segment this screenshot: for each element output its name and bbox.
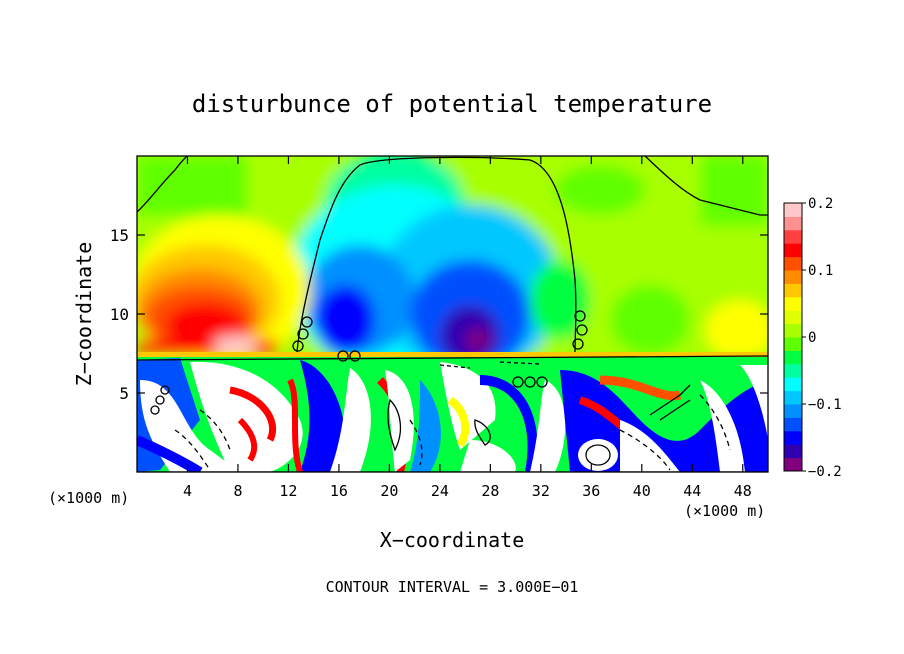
colorbar-swatch xyxy=(784,337,802,351)
y-tick-label: 15 xyxy=(110,226,129,245)
colorbar-swatch xyxy=(784,243,802,258)
colorbar-swatch xyxy=(784,457,802,472)
x-tick-label: 48 xyxy=(734,482,752,500)
y-tick-label: 10 xyxy=(110,305,129,324)
x-unit-right: (×1000 m) xyxy=(684,502,765,520)
colorbar-swatch xyxy=(784,229,802,244)
x-tick-label: 4 xyxy=(183,482,192,500)
x-tick-label: 12 xyxy=(279,482,297,500)
colorbar-swatch xyxy=(784,283,802,298)
x-tick-label: 40 xyxy=(633,482,651,500)
x-tick-label: 16 xyxy=(330,482,348,500)
x-tick-label: 32 xyxy=(532,482,550,500)
colorbar-swatch xyxy=(784,296,802,311)
colorbar: 0.2 0.1 0 −0.1 −0.2 xyxy=(783,196,842,480)
plot-area xyxy=(137,156,768,472)
colorbar-swatch xyxy=(784,203,802,217)
colorbar-tick-label: 0.2 xyxy=(808,196,833,212)
colorbar-tick-label: 0 xyxy=(808,330,816,346)
x-axis-label: X−coordinate xyxy=(380,528,525,552)
colorbar-swatch xyxy=(784,404,802,418)
colorbar-swatch xyxy=(784,444,802,459)
colorbar-swatch xyxy=(784,350,802,365)
colorbar-swatch xyxy=(784,256,802,271)
colorbar-tick-label: 0.1 xyxy=(808,263,833,279)
colorbar-swatch xyxy=(784,417,802,432)
colorbar-swatch xyxy=(784,310,802,325)
colorbar-swatch xyxy=(784,430,802,445)
x-tick-label: 8 xyxy=(233,482,242,500)
colorbar-swatch xyxy=(784,390,802,405)
field-upper xyxy=(137,156,768,375)
x-tick-label: 44 xyxy=(683,482,701,500)
y-tick-label: 5 xyxy=(119,384,129,403)
contour-lines xyxy=(137,156,768,472)
x-tick-label: 20 xyxy=(380,482,398,500)
colorbar-swatch xyxy=(784,363,802,378)
contour-interval-note: CONTOUR INTERVAL = 3.000E−01 xyxy=(326,578,579,596)
colorbar-swatch xyxy=(784,270,802,284)
x-ticks: 4 8 12 16 20 24 28 32 36 40 44 48 xyxy=(183,156,752,500)
colorbar-swatch xyxy=(784,377,802,392)
x-tick-label: 36 xyxy=(582,482,600,500)
x-tick-label: 28 xyxy=(481,482,499,500)
chart-title: disturbunce of potential temperature xyxy=(192,90,712,118)
y-axis-label: Z−coordinate xyxy=(72,242,96,387)
x-tick-label: 24 xyxy=(431,482,449,500)
colorbar-tick-label: −0.1 xyxy=(808,397,842,413)
x-unit-left: (×1000 m) xyxy=(48,489,129,507)
y-ticks: 5 10 15 xyxy=(110,226,768,403)
colorbar-tick-label: −0.2 xyxy=(808,464,842,480)
colorbar-swatch xyxy=(784,216,802,231)
field-lower xyxy=(137,357,768,472)
colorbar-swatch xyxy=(784,323,802,338)
